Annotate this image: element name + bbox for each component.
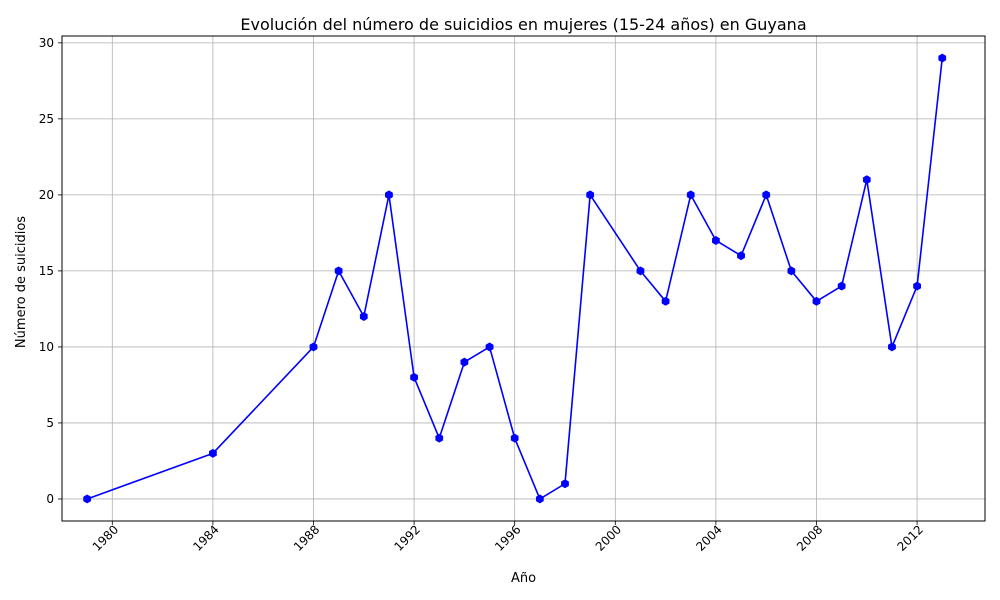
data-point (913, 281, 921, 291)
data-point (888, 342, 896, 352)
data-point (812, 296, 821, 306)
data-point (209, 448, 217, 458)
data-point (661, 296, 670, 306)
y-tick-label: 5 (46, 416, 54, 430)
data-point (762, 190, 771, 200)
data-point (938, 53, 947, 63)
data-point (737, 251, 745, 261)
y-tick-label: 25 (39, 112, 54, 126)
data-point (385, 190, 393, 200)
data-point (586, 190, 595, 200)
x-axis-title: Año (511, 571, 536, 586)
data-point (309, 342, 318, 352)
grid (62, 36, 985, 521)
data-point (636, 266, 645, 276)
data-point (787, 266, 796, 276)
data-point (686, 190, 695, 200)
data-point (83, 494, 92, 504)
data-point (535, 494, 544, 504)
chart-title: Evolución del número de suicidios en muj… (240, 15, 806, 34)
data-point (359, 312, 368, 321)
y-tick-label: 20 (39, 188, 54, 202)
series-layer (83, 53, 947, 504)
y-tick-label: 0 (46, 492, 54, 506)
data-point (410, 372, 418, 382)
data-point (561, 479, 569, 489)
data-point (460, 357, 469, 367)
y-tick-label: 15 (39, 264, 54, 278)
y-axis-ticks: 0 5 10 15 20 25 30 (39, 36, 62, 506)
y-tick-label: 30 (39, 36, 54, 50)
data-point (862, 175, 871, 185)
data-point (435, 433, 444, 443)
data-point (334, 266, 343, 276)
y-axis-title: Número de suicidios (14, 216, 29, 348)
data-point (510, 433, 519, 443)
data-point (837, 281, 846, 291)
data-point (485, 342, 494, 352)
y-tick-label: 10 (39, 340, 54, 354)
plot-frame (61, 35, 986, 522)
data-point (712, 236, 720, 245)
